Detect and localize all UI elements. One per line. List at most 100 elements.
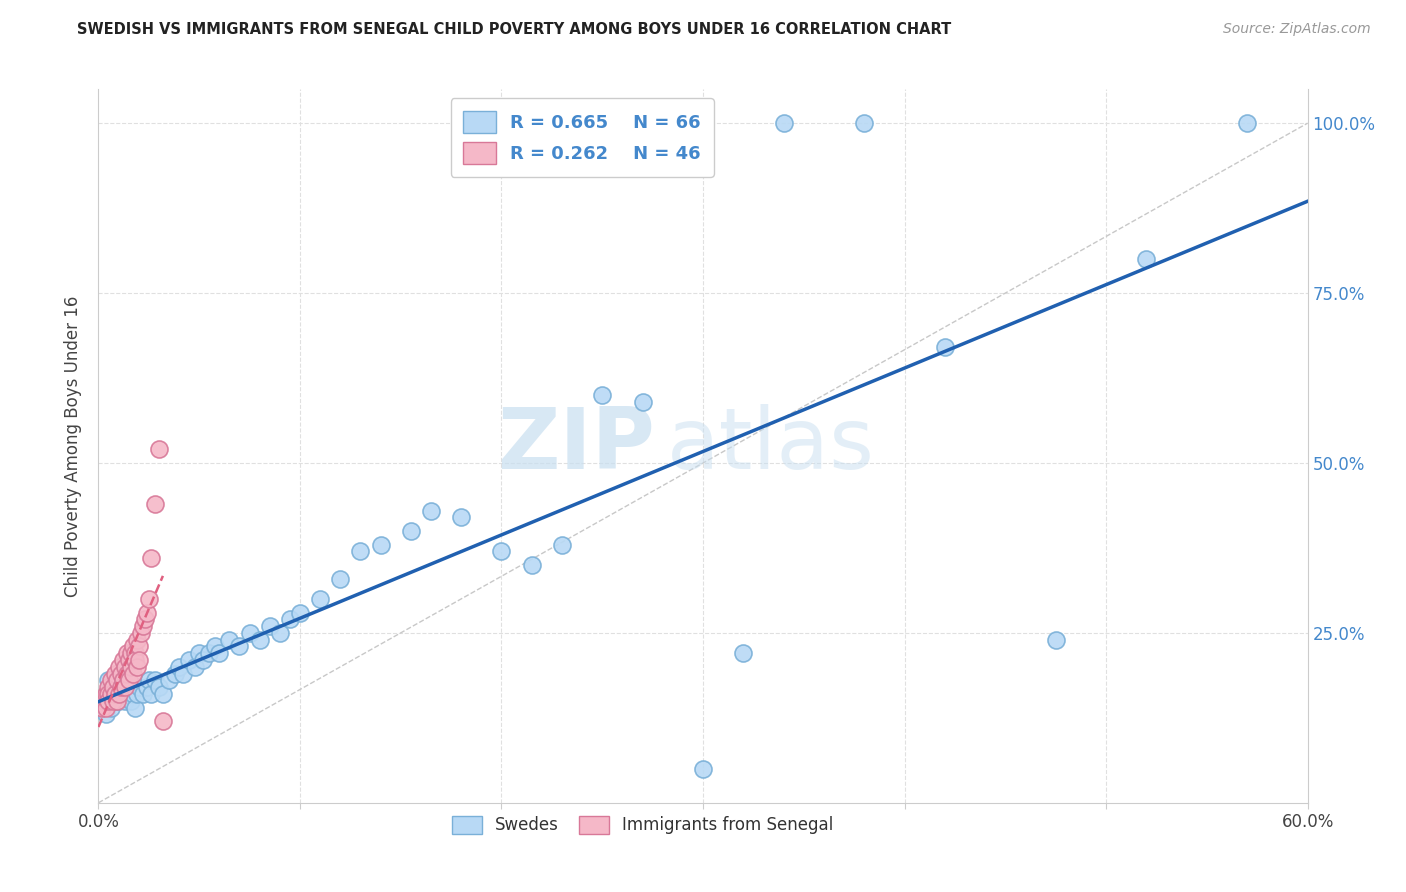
Point: [349, 544, 371, 558]
Point: [692, 762, 714, 776]
Point: [107, 660, 129, 674]
Point: [128, 640, 150, 654]
Point: [128, 680, 150, 694]
Point: [135, 606, 157, 620]
Point: [114, 660, 136, 674]
Point: [96, 707, 118, 722]
Point: [121, 640, 143, 654]
Point: [631, 394, 654, 409]
Point: [111, 653, 134, 667]
Point: [157, 673, 180, 688]
Point: [128, 653, 150, 667]
Point: [1135, 252, 1157, 266]
Point: [139, 551, 162, 566]
Point: [269, 626, 291, 640]
Point: [134, 612, 156, 626]
Point: [101, 694, 124, 708]
Point: [111, 673, 134, 688]
Point: [204, 640, 226, 654]
Point: [198, 646, 221, 660]
Point: [239, 626, 262, 640]
Point: [91, 700, 114, 714]
Point: [138, 673, 160, 688]
Point: [129, 626, 152, 640]
Point: [218, 632, 240, 647]
Point: [148, 680, 170, 694]
Point: [97, 687, 120, 701]
Point: [143, 673, 166, 688]
Point: [110, 687, 132, 701]
Point: [114, 694, 136, 708]
Point: [163, 666, 186, 681]
Point: [132, 687, 155, 701]
Point: [450, 510, 472, 524]
Point: [101, 680, 124, 694]
Point: [110, 680, 132, 694]
Point: [1236, 116, 1258, 130]
Point: [520, 558, 543, 572]
Point: [228, 640, 250, 654]
Point: [110, 666, 132, 681]
Point: [733, 646, 755, 660]
Point: [121, 687, 143, 701]
Point: [288, 606, 311, 620]
Point: [278, 612, 301, 626]
Point: [135, 680, 157, 694]
Point: [420, 503, 443, 517]
Point: [115, 646, 138, 660]
Point: [188, 646, 211, 660]
Point: [853, 116, 876, 130]
Point: [179, 653, 201, 667]
Text: atlas: atlas: [666, 404, 875, 488]
Point: [118, 653, 141, 667]
Point: [111, 673, 134, 688]
Point: [105, 694, 128, 708]
Point: [124, 700, 146, 714]
Point: [491, 544, 513, 558]
Legend: Swedes, Immigrants from Senegal: Swedes, Immigrants from Senegal: [444, 809, 841, 841]
Point: [118, 673, 141, 688]
Point: [124, 653, 146, 667]
Point: [193, 653, 215, 667]
Point: [551, 537, 574, 551]
Point: [172, 666, 194, 681]
Text: SWEDISH VS IMMIGRANTS FROM SENEGAL CHILD POVERTY AMONG BOYS UNDER 16 CORRELATION: SWEDISH VS IMMIGRANTS FROM SENEGAL CHILD…: [77, 22, 952, 37]
Point: [1045, 632, 1067, 647]
Point: [91, 700, 114, 714]
Point: [93, 694, 115, 708]
Point: [96, 700, 118, 714]
Point: [114, 680, 136, 694]
Point: [132, 619, 155, 633]
Point: [148, 442, 170, 457]
Point: [139, 687, 162, 701]
Point: [370, 537, 392, 551]
Point: [591, 388, 613, 402]
Point: [97, 694, 120, 708]
Point: [124, 646, 146, 660]
Point: [152, 714, 174, 729]
Point: [184, 660, 207, 674]
Point: [103, 687, 125, 701]
Point: [101, 687, 124, 701]
Point: [105, 680, 128, 694]
Point: [115, 666, 138, 681]
Point: [309, 591, 332, 606]
Point: [100, 700, 122, 714]
Point: [152, 687, 174, 701]
Point: [100, 673, 122, 688]
Point: [120, 694, 142, 708]
Point: [100, 687, 122, 701]
Point: [115, 687, 138, 701]
Point: [105, 673, 128, 688]
Point: [103, 694, 125, 708]
Point: [249, 632, 271, 647]
Point: [120, 646, 142, 660]
Point: [121, 666, 143, 681]
Point: [125, 632, 148, 647]
Point: [138, 591, 160, 606]
Point: [97, 687, 120, 701]
Point: [399, 524, 422, 538]
Point: [329, 572, 352, 586]
Point: [97, 680, 120, 694]
Point: [107, 687, 129, 701]
